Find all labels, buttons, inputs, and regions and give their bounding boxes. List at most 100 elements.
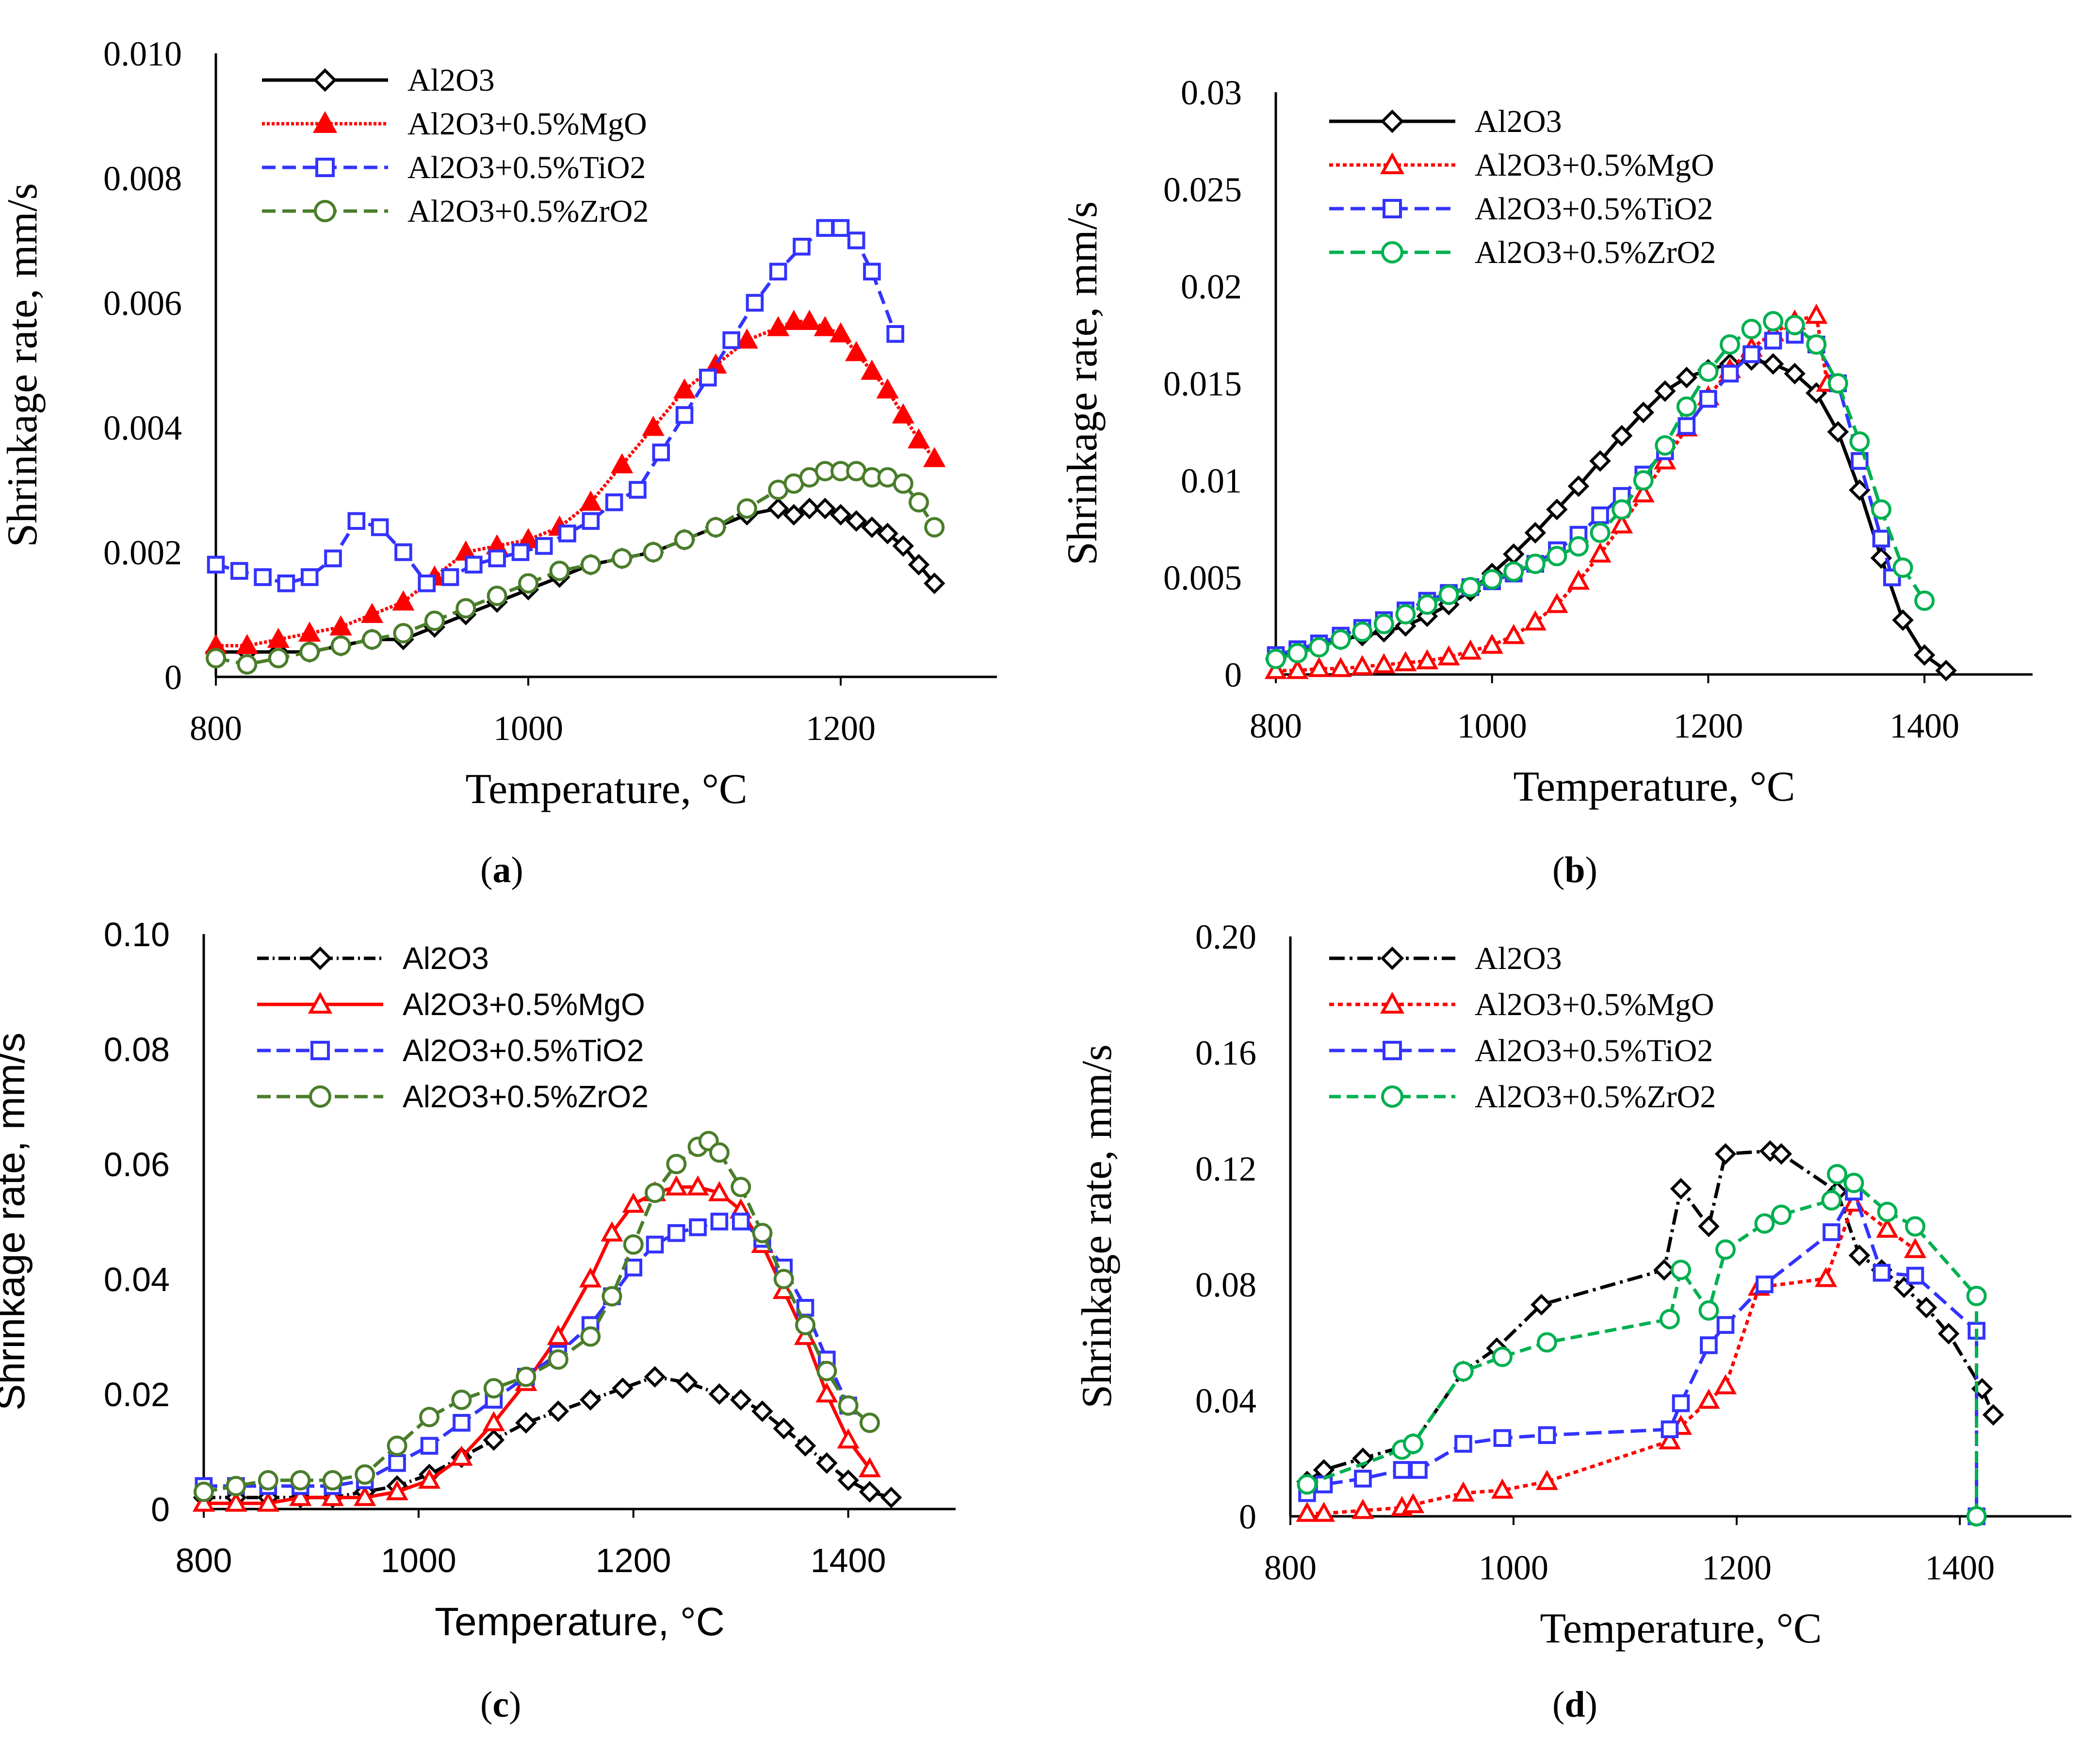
data-point	[1454, 1435, 1472, 1453]
data-point	[1416, 649, 1439, 670]
data-point	[254, 568, 272, 586]
data-point	[1771, 1204, 1791, 1225]
data-point	[1632, 401, 1654, 424]
y-axis-title: Shrinkage rate, mm/s	[0, 183, 46, 547]
data-point	[1530, 1294, 1552, 1316]
legend-entry: Al2O3	[1329, 941, 1562, 976]
series-line	[216, 320, 936, 648]
data-point	[645, 1182, 665, 1203]
series-2	[1298, 1182, 1986, 1526]
data-point	[371, 518, 389, 536]
data-point	[746, 294, 764, 312]
data-point	[1814, 1266, 1838, 1287]
data-point	[1329, 657, 1352, 677]
data-point	[330, 635, 351, 656]
data-point	[547, 1325, 570, 1345]
data-point	[518, 573, 538, 594]
data-point	[257, 1491, 279, 1512]
data-point	[289, 1486, 312, 1506]
data-point	[450, 1445, 473, 1466]
data-point	[579, 491, 602, 511]
data-point	[847, 231, 865, 249]
x-tick-label: 1200	[1673, 706, 1743, 745]
data-point	[699, 368, 717, 387]
data-point	[1763, 311, 1784, 331]
data-point	[892, 403, 914, 424]
series-0	[1296, 1140, 2004, 1493]
data-point	[1872, 1264, 1891, 1282]
data-point	[1935, 659, 1957, 682]
data-point	[1611, 425, 1633, 447]
x-tick-label: 1200	[596, 1542, 671, 1579]
data-point	[1264, 658, 1287, 679]
data-point	[1403, 1433, 1423, 1454]
data-point	[858, 1457, 881, 1477]
data-point	[393, 623, 414, 644]
data-point	[1658, 1429, 1681, 1450]
data-point	[795, 1314, 815, 1335]
data-point	[580, 554, 601, 575]
data-point	[1538, 1426, 1556, 1444]
data-point	[1410, 1461, 1428, 1479]
data-point	[268, 648, 289, 669]
data-point	[547, 1400, 569, 1422]
data-point	[267, 627, 290, 648]
series-3	[206, 460, 945, 675]
data-point	[1296, 1501, 1319, 1522]
data-point	[1492, 1346, 1513, 1367]
data-point	[258, 1470, 278, 1491]
data-point	[1589, 450, 1611, 472]
legend-label: Al2O3+0.5%TiO2	[1475, 191, 1713, 227]
data-point	[1524, 610, 1547, 631]
data-point	[226, 1476, 246, 1496]
data-point	[1698, 1300, 1719, 1321]
data-point	[838, 1395, 859, 1416]
data-point	[1633, 470, 1654, 491]
x-axis-title: Temperature, °C	[465, 766, 747, 813]
data-point	[830, 504, 852, 526]
data-point	[277, 574, 295, 592]
caption-b: (b)	[1552, 850, 1597, 890]
y-tick-label: 0.08	[1195, 1265, 1256, 1304]
data-point	[1877, 1201, 1898, 1222]
data-point	[582, 512, 600, 530]
data-point	[908, 554, 930, 575]
data-point	[1312, 1501, 1335, 1522]
data-point	[816, 1361, 837, 1381]
data-point	[483, 1378, 504, 1399]
data-point	[1715, 1239, 1736, 1260]
data-point	[1491, 1478, 1514, 1499]
y-tick-label: 0.025	[1163, 170, 1242, 209]
data-point	[601, 1221, 623, 1242]
data-point	[1672, 1394, 1690, 1412]
data-point	[1567, 569, 1590, 590]
data-point	[1589, 542, 1612, 563]
data-point	[1821, 1190, 1842, 1211]
data-point	[1937, 1323, 1960, 1345]
data-point	[722, 331, 740, 349]
legend-entry: Al2O3+0.5%TiO2	[257, 1033, 644, 1068]
x-tick-label: 800	[176, 1542, 232, 1579]
legend-entry: Al2O3+0.5%TiO2	[1329, 1033, 1713, 1068]
data-point	[1373, 614, 1394, 634]
data-point	[1546, 498, 1568, 521]
series-1	[1296, 1191, 1927, 1522]
data-point	[549, 560, 570, 581]
data-point	[1653, 1259, 1675, 1281]
legend-entry: Al2O3+0.5%TiO2	[1329, 191, 1713, 227]
legend-entry: Al2O3	[262, 63, 495, 98]
data-point	[1591, 506, 1609, 525]
data-point	[769, 263, 787, 281]
x-tick-label: 1200	[806, 709, 876, 748]
x-tick-label: 1000	[493, 709, 563, 748]
legend-marker	[313, 68, 337, 92]
data-point	[1351, 1498, 1374, 1519]
data-point	[623, 1234, 644, 1255]
data-point	[793, 238, 811, 256]
series-2	[195, 1213, 857, 1495]
data-point	[773, 1417, 795, 1440]
data-point	[1982, 1404, 2004, 1426]
data-point	[456, 598, 476, 619]
data-point	[643, 542, 664, 562]
data-point	[816, 219, 834, 237]
